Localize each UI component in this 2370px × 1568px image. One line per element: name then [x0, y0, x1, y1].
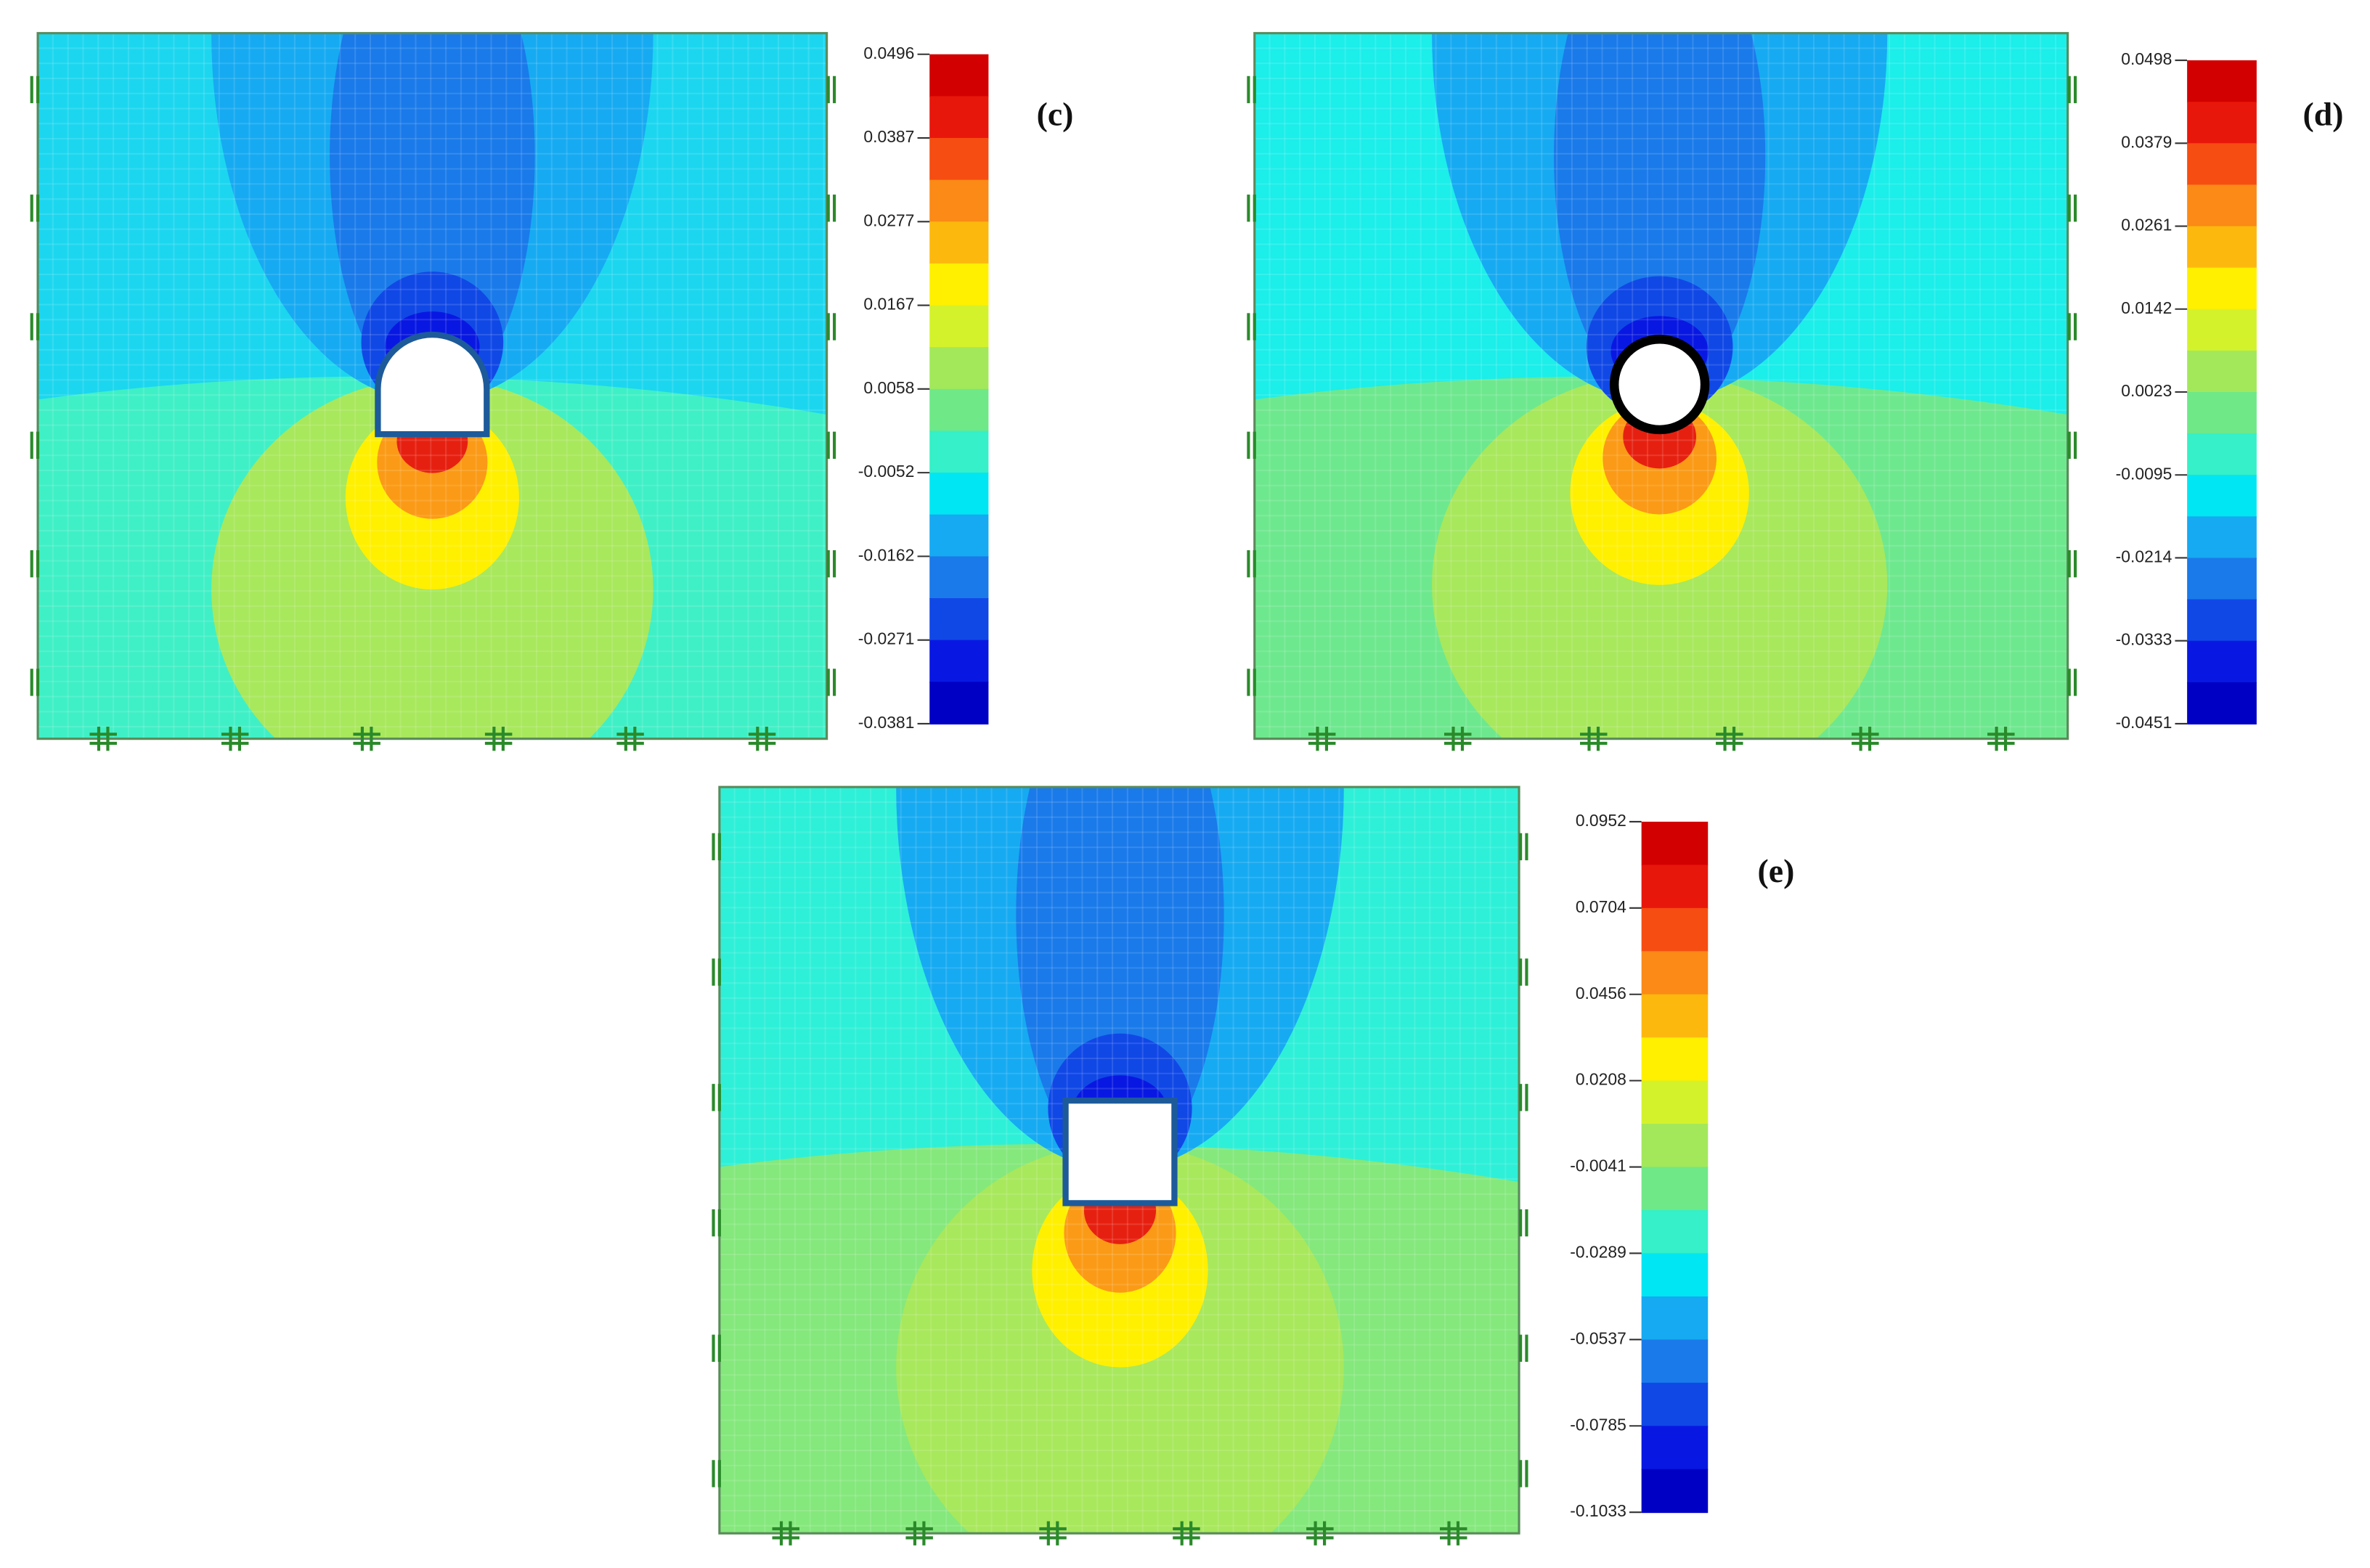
colorbar-tick-label: -0.0289	[1570, 1243, 1626, 1262]
colorbar-tick-label: -0.0095	[2116, 464, 2172, 483]
colorbar-tick-label: -0.0381	[858, 713, 915, 732]
colorbar-band	[929, 598, 989, 641]
colorbar-band	[2187, 350, 2257, 393]
colorbar-band	[1641, 1296, 1709, 1341]
colorbar-tick-label: -0.0052	[858, 462, 915, 481]
colorbar-tick-label: -0.0451	[2116, 713, 2172, 732]
colorbar-tick-label: -0.0162	[858, 545, 915, 564]
colorbar-tick-label: 0.0456	[1576, 984, 1626, 1003]
colorbar-band	[2187, 558, 2257, 600]
colorbar-tick-label: 0.0142	[2121, 298, 2172, 317]
colorbar-band	[1641, 1382, 1709, 1427]
colorbar-band	[929, 514, 989, 558]
colorbar-band	[2187, 516, 2257, 559]
colorbar-band	[1641, 1469, 1709, 1514]
colorbar-band	[2187, 599, 2257, 642]
colorbar-band	[2187, 60, 2257, 103]
colorbar-band	[2187, 682, 2257, 724]
colorbar-band	[929, 682, 989, 724]
panel-label: (d)	[2302, 96, 2343, 133]
colorbar-tick-label: 0.0208	[1576, 1070, 1626, 1089]
colorbar-tick-label: -0.0785	[1570, 1415, 1626, 1434]
colorbar-band	[2187, 267, 2257, 310]
plot-border	[1253, 32, 2069, 740]
colorbar-tick-label: 0.0704	[1576, 897, 1626, 916]
colorbar-band	[2187, 392, 2257, 435]
colorbar-tick-label: 0.0379	[2121, 132, 2172, 151]
colorbar-tick-label: -0.0041	[1570, 1156, 1626, 1175]
colorbar-band	[1641, 1167, 1709, 1212]
colorbar-band	[929, 305, 989, 348]
colorbar-tick-label: 0.0261	[2121, 216, 2172, 234]
colorbar-band	[2187, 475, 2257, 518]
tunnel-opening	[1062, 1098, 1178, 1206]
colorbar-band	[2187, 102, 2257, 144]
contour-field	[1254, 33, 2068, 739]
panel-label: (c)	[1037, 96, 1074, 133]
colorbar-tick-label: 0.0498	[2121, 49, 2172, 68]
colorbar-tick-label: 0.0167	[863, 295, 914, 314]
colorbar-band	[1641, 1037, 1709, 1082]
colorbar-band	[1641, 1209, 1709, 1254]
colorbar-tick-label: -0.0537	[1570, 1328, 1626, 1347]
colorbar-band	[1641, 821, 1709, 866]
colorbar-band	[929, 347, 989, 390]
colorbar-tick-label: -0.0333	[2116, 630, 2172, 649]
colorbar-band	[1641, 994, 1709, 1039]
colorbar-tick-label: 0.0952	[1576, 811, 1626, 830]
colorbar-tick-label: 0.0387	[863, 127, 914, 146]
panel-label: (e)	[1758, 852, 1795, 889]
panel: 0.0952 0.0704 0.0456 0.0208 -0.0041 -0.0289 -0…	[712, 785, 1795, 1545]
colorbar-band	[2187, 184, 2257, 227]
colorbar-band	[1641, 907, 1709, 952]
colorbar-band	[929, 388, 989, 432]
panel: 0.0496 0.0387 0.0277 0.0167 0.0058 -0.0052 -0.…	[30, 32, 1074, 751]
colorbar-band	[2187, 309, 2257, 351]
colorbar-band	[929, 96, 989, 139]
colorbar-tick-label: -0.0214	[2116, 547, 2172, 566]
plot-border	[718, 785, 1520, 1535]
colorbar-band	[2187, 143, 2257, 186]
colorbar-tick-label: -0.1033	[1570, 1501, 1626, 1520]
colorbar-tick-label: 0.0023	[2121, 381, 2172, 400]
colorbar-band	[2187, 226, 2257, 269]
colorbar-band	[929, 54, 989, 97]
colorbar-band	[1641, 1124, 1709, 1168]
tunnel-opening	[375, 332, 490, 438]
colorbar-tick-label: 0.0058	[863, 378, 914, 397]
colorbar-band	[2187, 640, 2257, 683]
colorbar-band	[1641, 951, 1709, 995]
colorbar-band	[1641, 1253, 1709, 1297]
colorbar-tick-label: 0.0277	[863, 211, 914, 229]
tunnel-opening	[1609, 335, 1710, 435]
panel: 0.0498 0.0379 0.0261 0.0142 0.0023 -0.0095 -0.…	[1247, 32, 2343, 751]
colorbar-tick-label: 0.0496	[863, 44, 914, 62]
colorbar-band	[1641, 1339, 1709, 1384]
colorbar-band	[929, 640, 989, 683]
colorbar-band	[929, 473, 989, 515]
colorbar-band	[1641, 1426, 1709, 1470]
colorbar-band	[1641, 865, 1709, 909]
colorbar-band	[929, 430, 989, 474]
colorbar-band	[929, 556, 989, 600]
colorbar-band	[929, 179, 989, 223]
colorbar-band	[929, 263, 989, 306]
colorbar-band	[929, 138, 989, 181]
colorbar-band	[929, 221, 989, 264]
colorbar-band	[2187, 433, 2257, 476]
colorbar-band	[1641, 1080, 1709, 1125]
colorbar-tick-label: -0.0271	[858, 629, 915, 648]
contour-field	[38, 33, 827, 739]
plot-border	[36, 32, 828, 740]
